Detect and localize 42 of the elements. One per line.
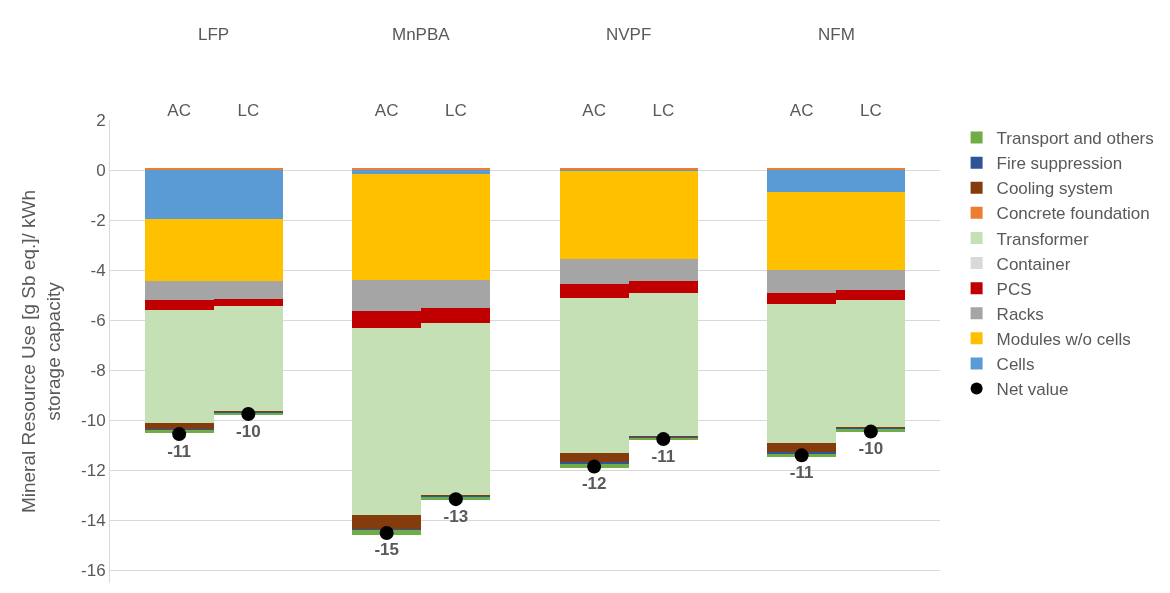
legend-label: Cooling system xyxy=(996,179,1113,199)
y-tick-label: -12 xyxy=(81,461,106,481)
legend-label: Transport and others xyxy=(996,129,1154,149)
x-tick-label: LC xyxy=(237,100,260,120)
text: NFM xyxy=(818,25,855,44)
y-tick-label: -2 xyxy=(90,211,106,231)
text: LFP xyxy=(198,25,230,44)
text: NVPF xyxy=(606,25,652,44)
legend-label: Racks xyxy=(996,304,1044,324)
y-tick-label: -8 xyxy=(90,361,106,381)
y-tick-label: 2 xyxy=(96,110,106,130)
legend-label: Net value xyxy=(996,380,1069,400)
legend-label: Fire suppression xyxy=(996,154,1123,174)
y-tick-label: 0 xyxy=(96,161,106,180)
data-label: -11 xyxy=(789,462,814,482)
x-tick-label: AC xyxy=(167,100,191,120)
data-label: -12 xyxy=(581,474,607,494)
y-tick-label: -14 xyxy=(81,511,106,531)
y-tick-label: -16 xyxy=(81,561,106,581)
legend-label: Cells xyxy=(996,355,1035,375)
data-label: -13 xyxy=(443,506,469,526)
legend-label: PCS xyxy=(996,279,1032,299)
x-tick-label: LC xyxy=(859,100,882,120)
data-label: -10 xyxy=(858,439,884,459)
legend-label: Container xyxy=(996,254,1071,274)
data-label: -15 xyxy=(374,540,399,560)
x-tick-label: LC xyxy=(652,100,675,120)
x-tick-label: LC xyxy=(444,100,467,120)
x-tick-label: AC xyxy=(789,100,814,120)
y-axis-title: Mineral Resource Use [g Sb eq.]/ kWh storage capacity xyxy=(18,189,64,514)
y-tick-label: -6 xyxy=(90,311,106,331)
x-tick-label: AC xyxy=(582,100,606,120)
data-label: -11 xyxy=(167,441,191,461)
x-tick-label: AC xyxy=(374,100,399,120)
y-tick-label: -4 xyxy=(90,261,106,281)
legend-label: Transformer xyxy=(996,229,1089,249)
text: MnPBA xyxy=(392,25,451,44)
data-label: -10 xyxy=(236,421,261,441)
legend-label: Concrete foundation xyxy=(996,204,1150,224)
data-label: -11 xyxy=(651,446,676,466)
y-tick-label: -10 xyxy=(81,411,106,431)
legend-label: Modules w/o cells xyxy=(996,329,1131,349)
